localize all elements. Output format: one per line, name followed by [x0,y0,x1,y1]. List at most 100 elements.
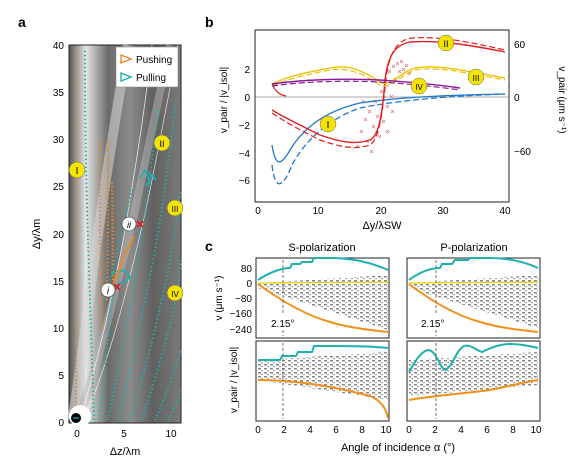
y-tick: 40 [53,41,65,52]
panel-a-white-line [83,44,179,421]
region-badge-III-a-text: III [172,205,179,214]
x-tick: 0 [255,206,261,217]
region-badge-I-a-text: I [76,166,79,177]
x-tick: 10 [380,425,392,436]
panel-a-ylabel: Δy/λm [31,219,43,250]
p-bottom-upper-curve [408,342,539,373]
y-tick: −80 [235,294,252,305]
p-top-lower-curve [408,283,539,333]
x-tick: 4 [458,425,464,436]
x-tick: 4 [307,425,313,436]
teal-triangle-icon [120,71,133,83]
pushing-tracks [75,50,114,410]
x-tick: 40 [499,206,511,217]
panel-c-title-p: P-polarization [440,242,507,254]
region-badge-I-a: I [68,161,86,179]
panel-c-p-top: 2.15° [406,257,541,339]
y-tick: 35 [53,88,65,99]
panel-b-curve-blue [271,93,506,163]
y-tick: 0 [246,279,252,290]
y-tick: 25 [53,182,65,193]
x-tick: 6 [333,425,339,436]
region-badge-III-b: III [467,68,485,86]
point-label-i: i [100,282,116,298]
legend-pushing-label: Pushing [136,55,172,66]
x-tick: 8 [359,425,365,436]
panel-b-ylabel-left: v_pair / |v_isol| [219,67,230,133]
panel-b-curve-blue-dashed [271,93,506,185]
region-badge-I-b-text: I [327,120,330,131]
x-tick: 20 [375,206,387,217]
panel-b-yticks-left: 2 0 −2 −4 −6 [239,65,251,187]
s-top-mid-line [257,281,389,284]
panel-c-ylabel-top: v (μm s⁻¹) [214,276,225,321]
s-bottom-upper-curve [258,345,389,361]
x-tick: 10 [165,429,177,440]
y-tick: 30 [53,135,65,146]
panel-a-xlabel: Δz/λm [110,446,141,458]
legend-pulling-label: Pulling [136,73,166,84]
x-tick: 2 [281,425,287,436]
panel-label-b: b [205,14,214,30]
panel-b-curve-red-dashed [271,37,506,149]
panel-a-band [74,44,174,422]
panel-a-xticks: 0 5 10 [74,429,177,440]
panel-b-frame [254,29,510,203]
y-tick: −160 [229,309,252,320]
pushing-trajectory [112,235,135,287]
panel-a-band [67,44,133,421]
y-tick: 15 [53,277,65,288]
s-top-lower-curve [257,283,389,333]
point-label-i-text: i [107,286,110,297]
p-top-mid-line [408,281,539,284]
y-tick-left: −2 [239,121,251,132]
region-badge-IV-b: IV [410,77,428,95]
p-angle-annotation: 2.15° [421,319,444,330]
y-tick-right: 0 [514,93,520,104]
region-badge-I-b: I [319,115,337,133]
y-tick-left: −6 [239,176,251,187]
y-tick: 20 [53,230,65,241]
point-label-ii-text: ii [127,220,132,230]
y-tick: 80 [241,264,253,275]
y-tick-left: 0 [244,93,250,104]
x-tick: 30 [437,206,449,217]
s-angle-annotation: 2.15° [271,319,294,330]
panel-c-s-bottom [255,340,390,422]
x-tick: 2 [432,425,438,436]
p-top-upper-curve [408,257,539,281]
x-tick: 0 [406,425,412,436]
x-tick: 5 [121,429,127,440]
y-tick-left: −4 [239,149,251,160]
panel-a-yticks: 40 35 30 25 20 15 10 5 0 [53,41,65,429]
region-badge-III-a: III [166,199,184,217]
panel-c-s-top: 2.15° [255,257,390,339]
panel-c-ylabel-bottom: v_pair / |v_isol| [229,347,240,413]
panel-b-yticks-right: 60 0 −60 [514,40,531,158]
panel-c-xticks-s: 0 2 4 6 8 10 [255,425,392,436]
y-tick-left: 2 [244,65,250,76]
panel-a-plot: i ii I II III IV Pushing Pulli [31,41,184,458]
x-tick: 0 [255,425,261,436]
panel-c-p-bottom [406,340,541,422]
panel-a-background [68,44,182,424]
region-badge-II-b-text: II [443,39,448,49]
point-label-ii: ii [121,216,137,232]
pulling-trajectory [139,168,157,187]
panel-b-curve-yellow-dashed [271,68,506,87]
x-tick: 10 [312,206,324,217]
panel-b-xlabel: Δy/λSW [362,220,402,232]
panel-c-yticks-top: 80 0 −80 −160 −240 [229,264,252,336]
region-badge-III-b-text: III [473,74,480,83]
y-tick: 5 [58,371,64,382]
x-tick: 8 [510,425,516,436]
region-badge-II-a-text: II [159,139,164,149]
region-badge-IV-a: IV [166,284,184,302]
panel-label-a: a [18,14,26,30]
p-bottom-lower-curve [408,379,539,401]
panel-label-c: c [205,238,213,254]
panel-b-curve-purple [271,78,461,89]
s-bottom-lower-curve [257,379,389,419]
s-top-upper-curve [257,257,389,281]
